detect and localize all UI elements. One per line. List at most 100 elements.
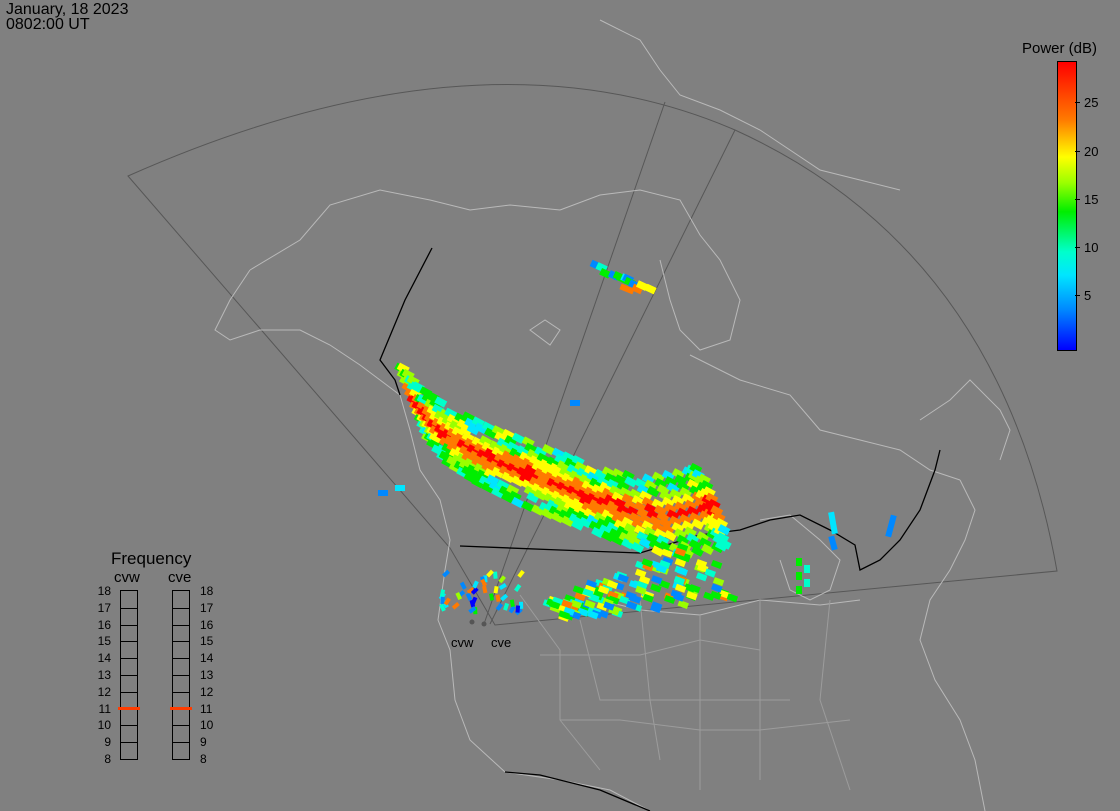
frequency-cell-divider [121,641,137,643]
frequency-level-cve-18: 18 [200,584,214,598]
frequency-level-cvw-14: 14 [97,651,111,666]
echo-gate-near [509,599,515,607]
echo-gate [664,594,676,604]
fov-outline [127,84,1058,626]
echo-gate [661,556,674,566]
echo-gate [591,526,605,539]
echo-gate [601,530,615,543]
echo-gate-near [498,575,506,584]
echo-gate [674,547,687,557]
frequency-cell-divider [173,675,189,676]
echo-gate-near [470,587,479,595]
frequency-level-cvw-18: 18 [97,584,111,598]
echo-gate [670,589,682,599]
echo-gate-east [804,579,810,587]
echo-gate-near [515,605,521,613]
frequency-cell-divider [121,742,137,744]
echo-gate-east [796,572,802,580]
echo-gate-near [472,580,479,589]
echo-gate-east [804,565,810,573]
frequency-scale-cve [170,590,192,760]
echo-gate-near [482,585,488,594]
echo-gate [585,579,598,589]
frequency-level-cve-9: 9 [200,735,207,750]
echo-gate [551,511,565,524]
echo-gate-near [465,592,473,601]
echo-gate [634,568,647,578]
echo-gate [650,575,663,585]
echo-gate [658,559,671,569]
frequency-level-cve-11: 11 [200,701,213,716]
site-label-cvw: cvw [451,635,474,650]
echo-gate-near [468,606,477,614]
echo-gate-north [644,283,657,295]
echo-gate [558,610,570,620]
echo-gate [658,579,671,589]
echo-gate [561,599,573,609]
echo-gate [691,518,705,530]
echo-gate-near [498,582,507,591]
echo-gate [541,443,555,456]
cve-site-marker [481,621,487,627]
colorbar-tick-20: 20 [1084,144,1099,159]
echo-gate [591,591,604,601]
echo-gate [661,548,673,558]
time-label: 0802:00 UT [6,16,90,33]
frequency-level-cvw-10: 10 [97,718,111,733]
frequency-cell-divider [173,742,189,744]
colorbar-tick-10: 10 [1084,240,1099,255]
echo-gate [710,559,723,569]
echo-gate [689,584,701,594]
echo-gate [491,466,505,479]
echo-gate [533,489,547,501]
echo-gate-near [518,601,524,609]
echo-gate [501,491,515,504]
echo-gate-near [493,585,499,594]
echo-gate [624,476,638,488]
echo-gate [578,516,592,529]
frequency-cell-divider [173,641,189,643]
echo-gate-north [619,283,635,295]
echo-gate-near [459,581,467,590]
power-colorbar [1057,61,1077,351]
frequency-radar-label-cvw: cvw [114,569,140,586]
echo-gate [548,600,561,610]
frequency-level-cvw-8: 8 [104,752,111,766]
echo-gate [712,577,725,587]
frequency-level-cve-17: 17 [200,600,214,615]
frequency-level-cve-8: 8 [200,752,207,766]
echo-gate [642,593,654,603]
echo-gate [655,564,668,574]
echo-gate-near [466,586,475,595]
echo-gate [584,599,596,609]
echo-gate-near [495,594,501,603]
echo-gate-near [495,602,504,611]
echo-gate [625,600,638,610]
echo-gate [638,575,651,585]
echo-gate [582,588,594,598]
frequency-level-cve-14: 14 [200,651,214,666]
frequency-selected-marker-cve [170,706,192,710]
echo-gate [650,583,662,593]
frequency-level-cvw-12: 12 [97,684,111,699]
echo-gate-near [442,569,450,578]
frequency-level-cve-12: 12 [200,684,214,699]
echo-gate-east [796,586,802,594]
echo-gate-north [635,280,648,291]
echo-gate-east [885,514,897,538]
echo-gate-near [489,593,495,601]
frequency-title: Frequency [111,549,192,568]
frequency-cell-divider [121,675,137,676]
echo-gate [596,601,608,611]
echo-gate-near [443,597,451,606]
echo-gate [561,515,575,528]
echo-gate [710,590,722,600]
echo-gate [651,601,663,611]
echo-gate [511,475,525,487]
echo-gate [484,427,498,439]
echo-gate [511,496,525,509]
echo-gate [691,545,705,557]
echo-gate-near [440,596,445,605]
colorbar-tick-15: 15 [1084,192,1099,207]
